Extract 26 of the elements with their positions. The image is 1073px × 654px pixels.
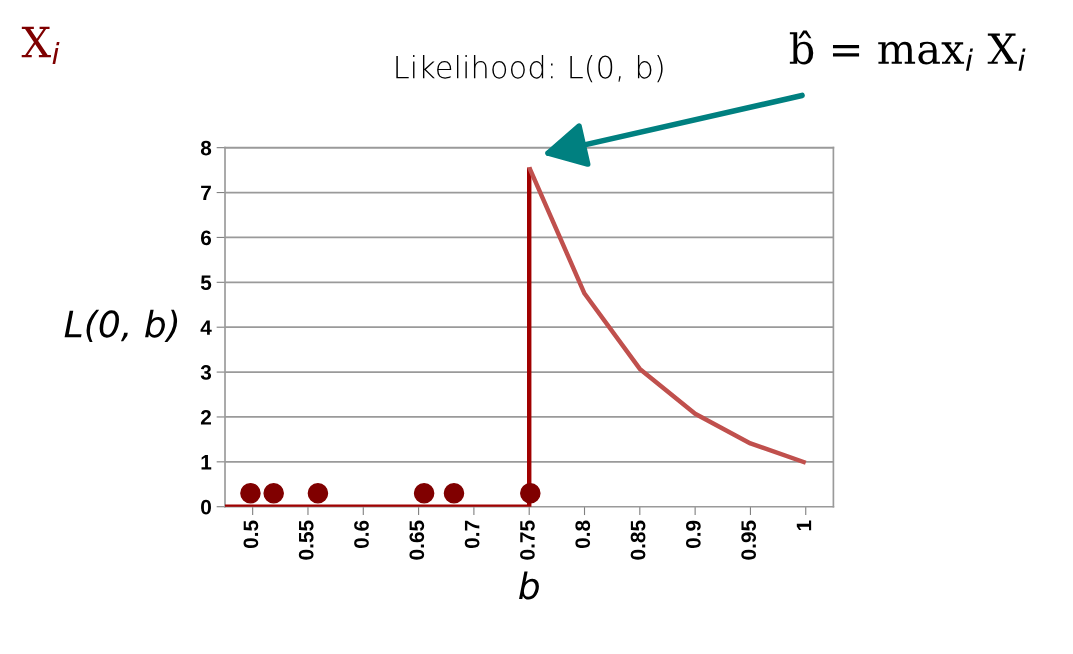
chart-title: Likelihood: L(0, b) <box>396 55 663 83</box>
x-tick-label: 0.55 <box>298 520 314 560</box>
y-tick-label: 0 <box>201 499 211 515</box>
y-tick-label: 7 <box>201 185 211 201</box>
text: b̂ = max$_{i}$ X$_{i}$ <box>789 30 1026 71</box>
y-tick-label: 5 <box>200 275 212 291</box>
x-axis-title: b <box>519 571 539 600</box>
y-tick-label: 8 <box>200 140 212 156</box>
y-axis-title: L(0, b) <box>64 309 178 342</box>
x-tick-label: 0.8 <box>575 520 591 549</box>
y-tick-label: 1 <box>201 455 212 470</box>
x-tick-label: 1 <box>796 520 812 531</box>
x-tick-label: 0.75 <box>520 520 535 560</box>
text: X$_{i}$ <box>21 26 60 65</box>
line-series <box>526 165 808 465</box>
x-tick-label: 0.7 <box>464 520 480 549</box>
x-tick-label: 0.9 <box>685 520 701 549</box>
x-tick-label: 0.5 <box>243 520 259 549</box>
x-tick-label: 0.85 <box>630 520 646 560</box>
y-tick-label: 6 <box>200 230 212 246</box>
x-tick-label: 0.65 <box>409 520 425 560</box>
y-tick-label: 2 <box>200 409 211 425</box>
y-tick-label: 3 <box>200 365 212 380</box>
x-tick-label: 0.6 <box>354 520 369 549</box>
y-tick-label: 4 <box>200 320 212 335</box>
x-tick-label: 0.95 <box>741 520 757 560</box>
